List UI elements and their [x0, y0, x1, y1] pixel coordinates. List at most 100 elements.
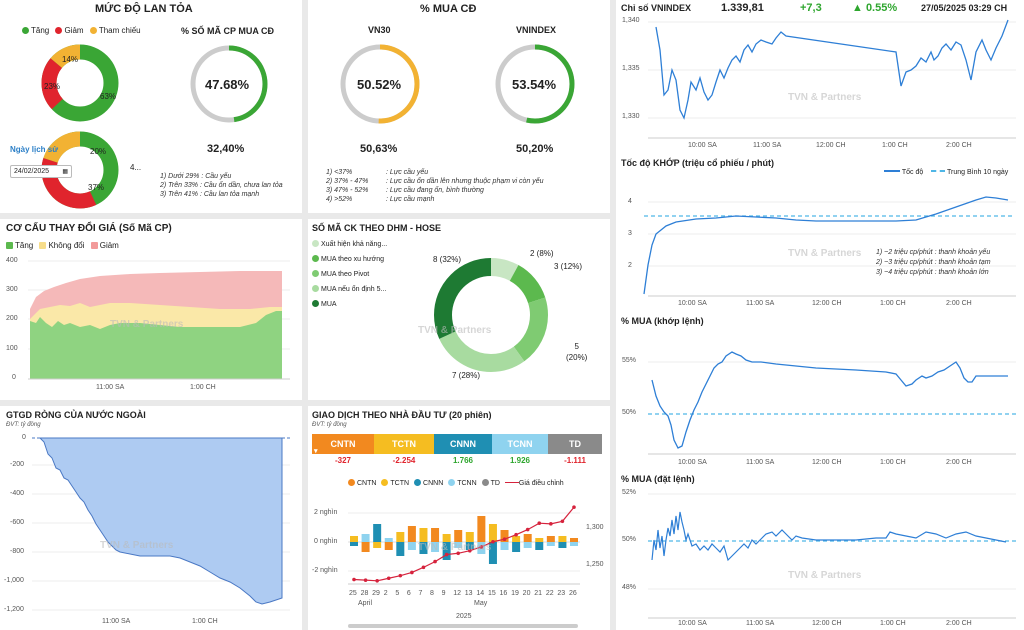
investor-xtick: 19 [511, 590, 519, 597]
buy-note-2-text: : Lực cầu ổn dần lên nhưng thuộc phạm vi… [386, 178, 544, 185]
dhm-panel: SỐ MÃ CK THEO DHM - HOSE Xuất hiện khả n… [308, 219, 610, 400]
watermark-4: TVN & Partners [110, 319, 184, 330]
price-point [375, 579, 379, 583]
legend-dot-icon [481, 479, 489, 486]
horizontal-scrollbar[interactable] [348, 624, 578, 628]
foreign-panel: GTGD RÒNG CỦA NƯỚC NGOÀI ĐVT: tỷ đồng 0 … [0, 406, 302, 630]
spread-title: MỨC ĐỘ LAN TỎA [95, 3, 193, 15]
price-point [421, 565, 426, 570]
buy-note-2-key: 2) 37% - 47% [326, 178, 369, 185]
investor-xtick: 8 [430, 590, 434, 597]
donut1-up-label: 63% [100, 92, 117, 101]
speed-line [643, 196, 1009, 295]
investor-tab-tcnn[interactable]: TCNN [492, 434, 548, 454]
dhm-slice [434, 258, 548, 372]
investor-bar [442, 534, 451, 542]
investor-tab-td[interactable]: TD [548, 434, 602, 454]
down-square-icon [90, 242, 98, 249]
price-point [479, 545, 484, 549]
price-structure-panel: CƠ CẤU THAY ĐỔI GIÁ (Số Mã CP) Tăng Khôn… [0, 219, 302, 400]
investor-tab-cntn[interactable]: CNTN ▾ [312, 434, 374, 455]
investor-bar [477, 516, 486, 542]
price-point [456, 551, 461, 556]
fx-ytick-6: -1,000 [4, 577, 24, 584]
speed-xtick-2: 11:00 SA [746, 300, 775, 307]
investor-bar [570, 542, 578, 546]
price-point [386, 576, 391, 581]
price-point [525, 527, 530, 532]
iv-year: 2025 [456, 613, 472, 620]
dhm-slice [434, 258, 548, 372]
legend-up: Tăng [31, 26, 50, 35]
investor-xtick: 5 [395, 590, 400, 597]
investor-xtick: 12 [453, 590, 461, 597]
cnnn-value: 1.766 [452, 456, 474, 465]
fx-xtick-1: 11:00 SA [102, 618, 131, 625]
speed-note-1: 1) ~2 triệu cp/phút : thanh khoản yếu [876, 249, 991, 256]
ps-xtick-2: 1:00 CH [190, 384, 216, 391]
buy-panel: % MUA CĐ VN30 VNINDEX 50.52% 53.54% 50,6… [308, 0, 610, 213]
investor-xtick: 23 [557, 590, 566, 597]
iv-yleft-2: 0 nghìn [314, 538, 338, 545]
bm-xtick-4: 1:00 CH [880, 459, 906, 466]
investor-bar [488, 542, 497, 564]
investor-bar [488, 524, 497, 542]
speed-notes: 1) ~2 triệu cp/phút : thanh khoản yếu 2)… [876, 248, 991, 278]
history-date-input[interactable]: 24/02/2025 ▦ [10, 165, 72, 178]
speed-ytick-1: 4 [628, 198, 632, 205]
investor-tab-cnnn[interactable]: CNNN [434, 434, 492, 454]
bm-xtick-2: 11:00 SA [746, 459, 775, 466]
tcnn-value: 1.926 [509, 456, 531, 465]
investor-bar [407, 526, 416, 542]
right-charts [643, 19, 1016, 619]
spread-panel: MỨC ĐỘ LAN TỎA Tăng Giảm Tham chiếu 63% … [0, 0, 302, 213]
investor-bar [350, 536, 358, 542]
legend-down: Giảm [64, 26, 84, 35]
calendar-icon[interactable]: ▦ [62, 169, 68, 175]
iv-legend-td: TD [490, 480, 500, 487]
fx-xtick-2: 1:00 CH [192, 618, 218, 625]
price-point [549, 522, 553, 526]
iv-yleft-1: 2 nghìn [314, 509, 338, 516]
bm-xtick-5: 2:00 CH [946, 459, 972, 466]
investor-bar [535, 542, 544, 550]
ps-ytick-4: 100 [6, 345, 18, 352]
dhm-label-1: 2 (8%) [530, 249, 554, 258]
investor-tab-tctn[interactable]: TCTN [374, 434, 434, 454]
tab-tcnn-label: TCNN [507, 439, 533, 449]
investor-xtick: 2 [383, 590, 388, 597]
investor-xtick: 16 [499, 590, 508, 597]
dhm-label-2: 3 (12%) [554, 262, 583, 271]
speed-legend-dash-icon [931, 170, 946, 172]
ps-legend-flat: Không đổi [48, 241, 85, 250]
investor-bar [465, 532, 474, 542]
buy-note-3-key: 3) 47% - 52% [326, 187, 369, 194]
investor-bar [373, 524, 382, 542]
investor-xtick: 6 [406, 590, 411, 597]
investor-bar [546, 542, 555, 546]
legend-dot-icon [312, 255, 319, 262]
fx-ytick-2: -200 [10, 461, 25, 468]
cntn-value: -327 [334, 456, 351, 465]
vn30-history-value: 50,63% [360, 143, 398, 155]
price-point [537, 521, 542, 525]
vnindex-value: 1.339,81 [721, 2, 764, 14]
dhm-slice [434, 258, 548, 372]
speed-note-2: 2) ~3 triệu cp/phút : thanh khoản tạm [876, 259, 991, 266]
right-column: Chỉ số VNINDEX 1.339,81 +7,3 ▲ 0.55% 27/… [616, 0, 1024, 630]
dhm-legend-2: MUA theo xu hướng [321, 256, 384, 263]
price-dots [352, 505, 576, 583]
vni-xtick-2: 11:00 SA [753, 142, 782, 149]
fx-ytick-1: 0 [22, 434, 26, 441]
buy-note-4-text: : Lực cầu mạnh [386, 196, 435, 203]
buy-note-4-key: 4) >52% [326, 196, 353, 203]
foreign-area [38, 437, 283, 605]
up-square-icon [6, 242, 13, 249]
legend-dot-icon [312, 270, 319, 277]
foreign-unit: ĐVT: tỷ đồng [6, 422, 41, 428]
buy-order-chart [648, 493, 1016, 619]
iv-legend-price: Giá điều chỉnh [518, 480, 564, 487]
bm-ytick-2: 50% [622, 409, 637, 416]
watermark-5: TVN & Partners [418, 325, 492, 336]
price-point [502, 537, 507, 541]
